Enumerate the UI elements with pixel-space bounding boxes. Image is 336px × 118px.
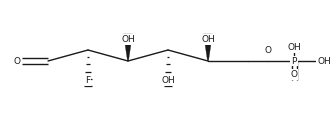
Text: F: F (85, 76, 91, 85)
Text: O: O (291, 70, 297, 79)
Text: OH: OH (161, 76, 175, 85)
Text: OH: OH (121, 35, 135, 44)
Text: P: P (291, 57, 297, 65)
Text: OH: OH (317, 57, 331, 65)
Text: OH: OH (201, 35, 215, 44)
Polygon shape (124, 34, 132, 61)
Text: O: O (264, 46, 271, 55)
Polygon shape (204, 34, 212, 61)
Text: OH: OH (287, 43, 301, 52)
Text: O: O (13, 57, 20, 65)
